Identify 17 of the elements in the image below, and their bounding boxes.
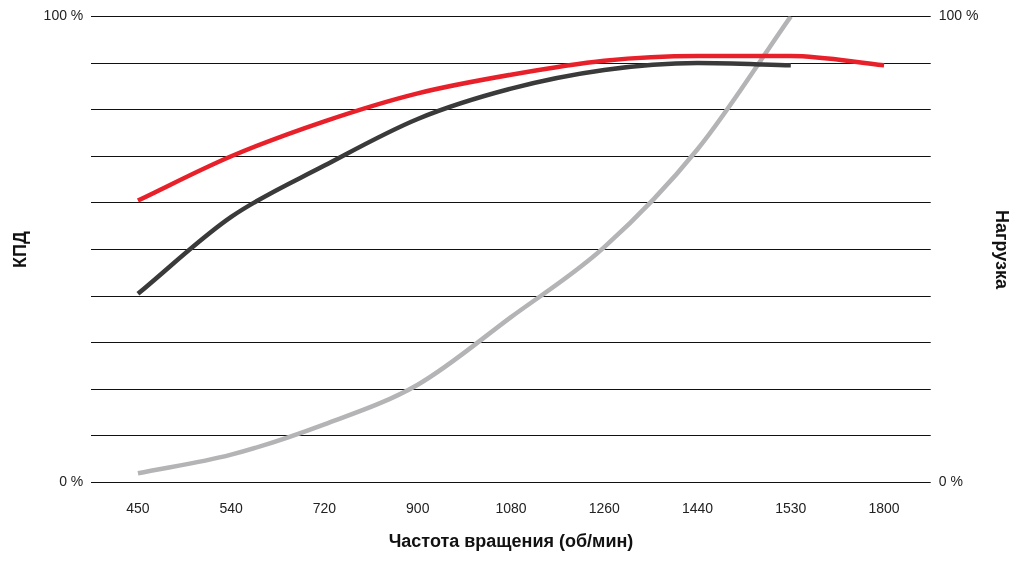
x-tick-label: 1800 — [868, 499, 900, 516]
y2-tick-label: 0 % — [938, 473, 963, 490]
y2-axis-title: Нагрузка — [992, 209, 1013, 290]
x-axis-title: Частота вращения (об/мин) — [388, 531, 634, 552]
x-tick-label: 1080 — [495, 499, 527, 516]
x-tick-label: 450 — [126, 499, 150, 516]
x-tick-label: 720 — [312, 499, 337, 516]
x-tick-label: 1440 — [681, 499, 714, 516]
line-series — [135, 53, 887, 203]
x-tick-label: 540 — [219, 499, 244, 516]
x-tick-label: 1260 — [588, 499, 621, 516]
line-series — [135, 60, 794, 297]
x-tick-label: 900 — [406, 499, 430, 516]
x-tick-label: 1530 — [775, 499, 807, 516]
line-series — [135, 16, 794, 476]
y-axis-title: КПД — [9, 230, 30, 268]
y2-tick-label: 100 % — [938, 7, 979, 24]
